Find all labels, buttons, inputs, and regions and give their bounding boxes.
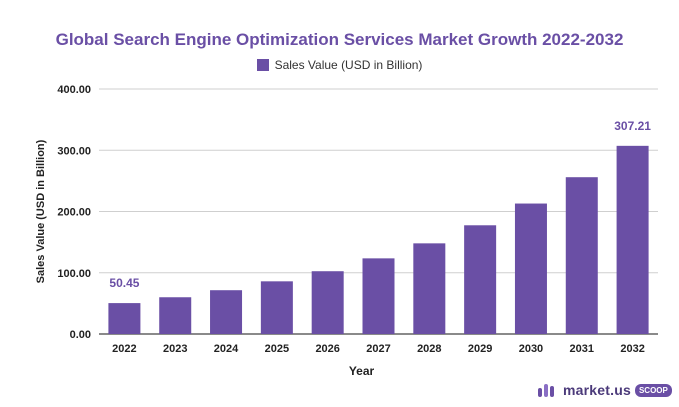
y-tick-label: 100.00: [57, 268, 91, 280]
logo-text: market.us: [563, 382, 631, 398]
y-axis-title: Sales Value (USD in Billion): [35, 139, 47, 283]
bar: [514, 203, 547, 334]
data-label: 50.45: [109, 276, 139, 290]
bar: [413, 243, 446, 334]
logo-badge: SCOOP: [634, 383, 672, 397]
bar: [464, 225, 497, 334]
x-tick-label: 2022: [112, 343, 136, 355]
chart-title: Global Search Engine Optimization Servic…: [55, 30, 624, 49]
bar: [108, 303, 141, 334]
y-tick-label: 0.00: [70, 329, 91, 341]
y-tick-label: 400.00: [57, 84, 91, 96]
x-tick-label: 2024: [214, 343, 239, 355]
y-tick-label: 300.00: [57, 145, 91, 157]
x-tick-label: 2031: [570, 343, 594, 355]
data-label: 307.21: [614, 119, 651, 133]
x-tick-label: 2029: [468, 343, 492, 355]
x-tick-label: 2030: [519, 343, 543, 355]
x-tick-label: 2025: [265, 343, 289, 355]
x-tick-label: 2032: [620, 343, 644, 355]
x-axis-title: Year: [349, 364, 375, 378]
bar: [159, 297, 192, 334]
legend-swatch: [256, 59, 269, 71]
bar: [311, 271, 344, 334]
brand-logo: market.us SCOOP: [537, 380, 672, 400]
legend-label: Sales Value (USD in Billion): [274, 58, 423, 72]
x-tick-label: 2027: [366, 343, 390, 355]
bar: [362, 258, 395, 334]
bar: [210, 290, 243, 334]
market-us-logo-icon: [538, 384, 554, 397]
x-tick-label: 2023: [163, 343, 187, 355]
y-tick-label: 200.00: [57, 207, 91, 219]
x-tick-label: 2028: [417, 343, 441, 355]
legend: Sales Value (USD in Billion): [0, 58, 679, 72]
x-tick-label: 2026: [315, 343, 339, 355]
bar: [565, 177, 598, 334]
bar: [260, 281, 293, 334]
bar: [616, 145, 649, 334]
